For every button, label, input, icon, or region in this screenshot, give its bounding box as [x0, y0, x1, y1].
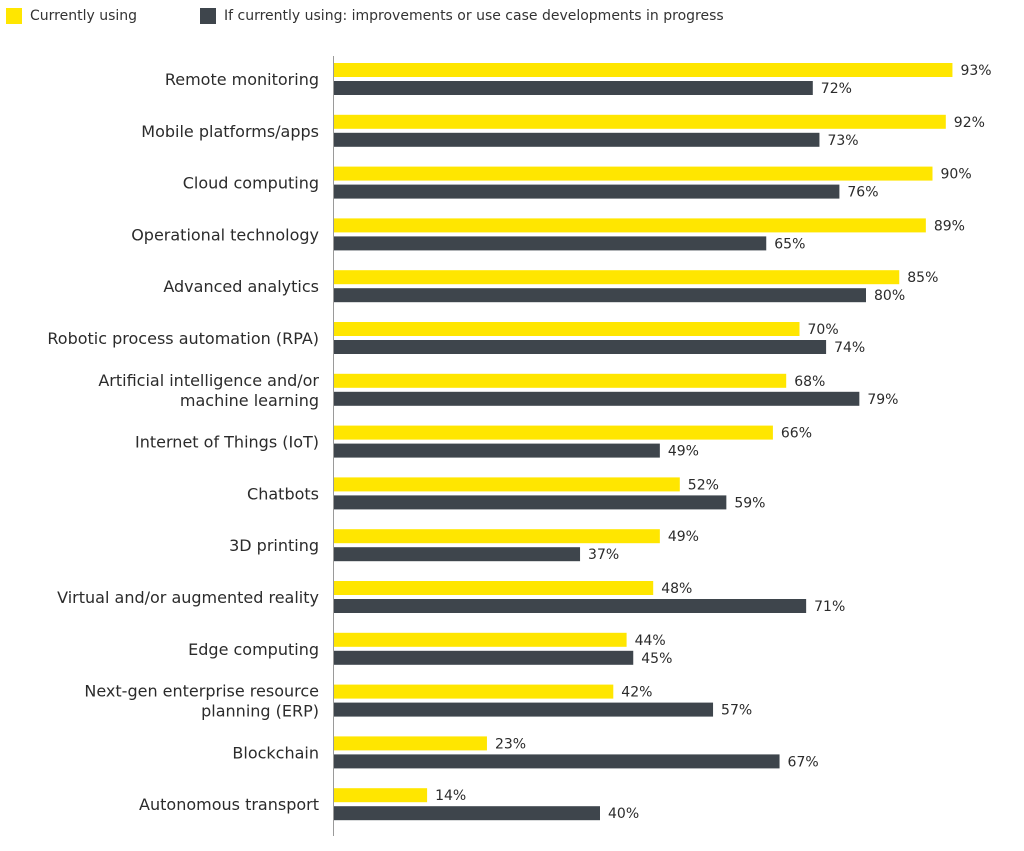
bar-currently-using — [334, 736, 487, 751]
data-label-improvements: 79% — [867, 392, 898, 408]
data-label-currently-using: 44% — [635, 633, 666, 649]
data-label-currently-using: 48% — [661, 581, 692, 597]
bar-improvements — [334, 806, 600, 821]
data-label-currently-using: 93% — [960, 63, 991, 79]
data-label-improvements: 71% — [814, 599, 845, 615]
data-label-improvements: 59% — [734, 495, 765, 511]
data-label-currently-using: 14% — [435, 788, 466, 804]
data-label-improvements: 65% — [774, 236, 805, 252]
legend-item-currently-using: Currently using — [6, 8, 137, 24]
bar-improvements — [334, 599, 807, 613]
data-label-currently-using: 68% — [794, 374, 825, 390]
bar-improvements — [334, 702, 714, 717]
category-label: Edge computing — [188, 640, 319, 659]
bar-currently-using — [334, 529, 660, 544]
data-label-currently-using: 42% — [621, 685, 652, 701]
data-label-currently-using: 66% — [781, 426, 812, 442]
bar-currently-using — [334, 425, 773, 440]
category-label: 3D printing — [229, 536, 319, 555]
category-label: Autonomous transport — [139, 795, 319, 814]
bar-currently-using — [334, 788, 428, 803]
data-label-improvements: 49% — [668, 444, 699, 460]
bar-improvements — [334, 132, 820, 147]
data-label-improvements: 67% — [788, 754, 819, 770]
bar-currently-using — [334, 581, 654, 595]
category-label: Internet of Things (IoT) — [135, 433, 319, 452]
data-label-improvements: 37% — [588, 547, 619, 563]
legend-item-improvements: If currently using: improvements or use … — [200, 8, 724, 24]
bar-currently-using — [334, 166, 933, 181]
bar-improvements — [334, 754, 780, 769]
data-label-currently-using: 92% — [954, 115, 985, 131]
bar-currently-using — [334, 477, 680, 492]
bar-improvements — [334, 547, 581, 562]
category-label: Mobile platforms/apps — [141, 122, 319, 141]
data-label-currently-using: 89% — [934, 218, 965, 234]
category-label: Cloud computing — [183, 174, 319, 193]
data-label-improvements: 57% — [721, 703, 752, 719]
category-label: Operational technology — [131, 225, 319, 244]
category-label: Advanced analytics — [163, 277, 319, 296]
data-label-currently-using: 52% — [688, 477, 719, 493]
bar-currently-using — [334, 373, 787, 388]
bar-improvements — [334, 184, 840, 199]
data-label-improvements: 40% — [608, 806, 639, 822]
legend-label-improvements: If currently using: improvements or use … — [224, 8, 724, 24]
data-label-currently-using: 70% — [808, 322, 839, 338]
data-label-currently-using: 23% — [495, 736, 526, 752]
category-label: Remote monitoring — [165, 70, 319, 89]
category-label: Robotic process automation (RPA) — [47, 329, 319, 348]
data-label-improvements: 76% — [847, 185, 878, 201]
data-label-improvements: 72% — [821, 81, 852, 97]
bar-improvements — [334, 288, 866, 303]
data-label-improvements: 74% — [834, 340, 865, 356]
bar-currently-using — [334, 63, 953, 77]
data-label-currently-using: 85% — [907, 270, 938, 286]
bar-improvements — [334, 81, 813, 95]
data-label-improvements: 80% — [874, 288, 905, 304]
category-label: Virtual and/or augmented reality — [57, 588, 319, 607]
bar-improvements — [334, 340, 827, 354]
data-label-currently-using: 90% — [941, 167, 972, 183]
bar-improvements — [334, 650, 634, 665]
bar-currently-using — [334, 322, 800, 336]
bar-improvements — [334, 391, 860, 406]
category-label: Next-gen enterprise resource planning (ER… — [84, 682, 319, 721]
bar-improvements — [334, 495, 727, 510]
category-label: Chatbots — [247, 484, 319, 503]
category-label: Blockchain — [232, 743, 319, 762]
bar-currently-using — [334, 632, 627, 647]
legend-swatch-improvements — [200, 8, 216, 24]
bar-currently-using — [334, 684, 614, 699]
bar-currently-using — [334, 114, 946, 129]
bar-currently-using — [334, 218, 926, 233]
bar-improvements — [334, 443, 660, 458]
data-label-currently-using: 49% — [668, 529, 699, 545]
data-label-improvements: 45% — [641, 651, 672, 667]
legend-swatch-currently-using — [6, 8, 22, 24]
legend-label-currently-using: Currently using — [30, 8, 138, 24]
bar-currently-using — [334, 270, 900, 285]
bar-improvements — [334, 236, 767, 251]
data-label-improvements: 73% — [827, 133, 858, 149]
category-label: Artificial intelligence and/or machine le… — [98, 371, 319, 410]
